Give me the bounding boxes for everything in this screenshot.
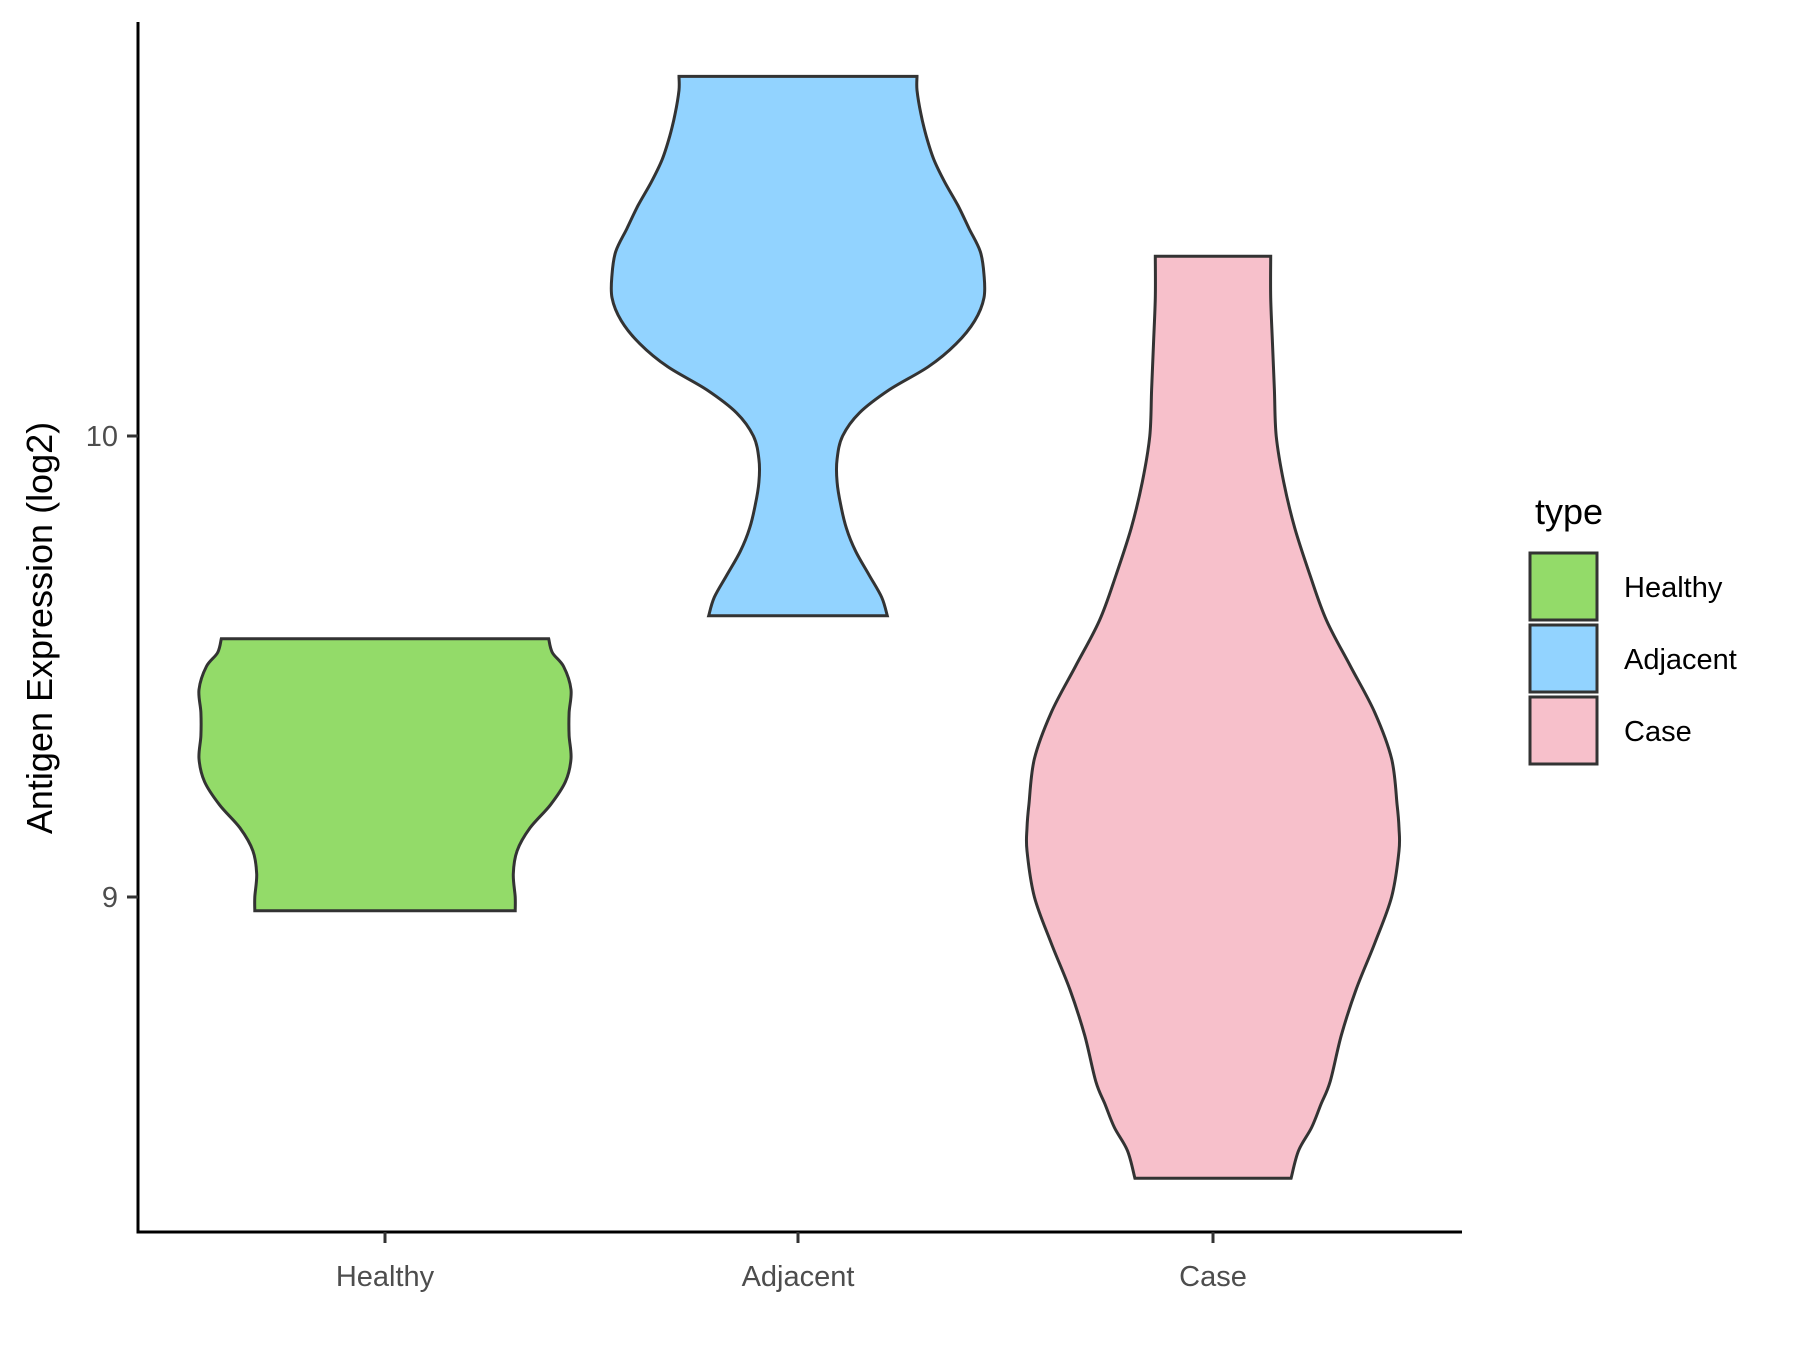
violin-adjacent xyxy=(609,74,987,618)
x-tick-label: Adjacent xyxy=(742,1261,855,1293)
violin-case xyxy=(1024,254,1402,1180)
legend-key-adjacent xyxy=(1528,623,1599,694)
y-tick-label: 9 xyxy=(102,882,118,914)
x-ticks: Healthy Adjacent Case xyxy=(336,1232,1247,1293)
legend-label-healthy: Healthy xyxy=(1624,572,1723,604)
legend-label-case: Case xyxy=(1624,716,1692,748)
legend-title: type xyxy=(1535,491,1603,532)
y-axis-title: Antigen Expression (log2) xyxy=(19,422,60,834)
violin-group xyxy=(197,74,1402,1180)
y-tick-label: 10 xyxy=(86,421,118,453)
legend-key-healthy xyxy=(1528,551,1599,622)
y-ticks: 9 10 xyxy=(86,421,138,914)
x-tick-label: Case xyxy=(1179,1261,1247,1293)
legend: type Healthy Adjacent Case xyxy=(1528,491,1737,766)
x-tick-label: Healthy xyxy=(336,1261,435,1293)
legend-label-adjacent: Adjacent xyxy=(1624,644,1737,676)
violin-healthy xyxy=(197,637,573,913)
legend-key-case xyxy=(1528,695,1599,766)
